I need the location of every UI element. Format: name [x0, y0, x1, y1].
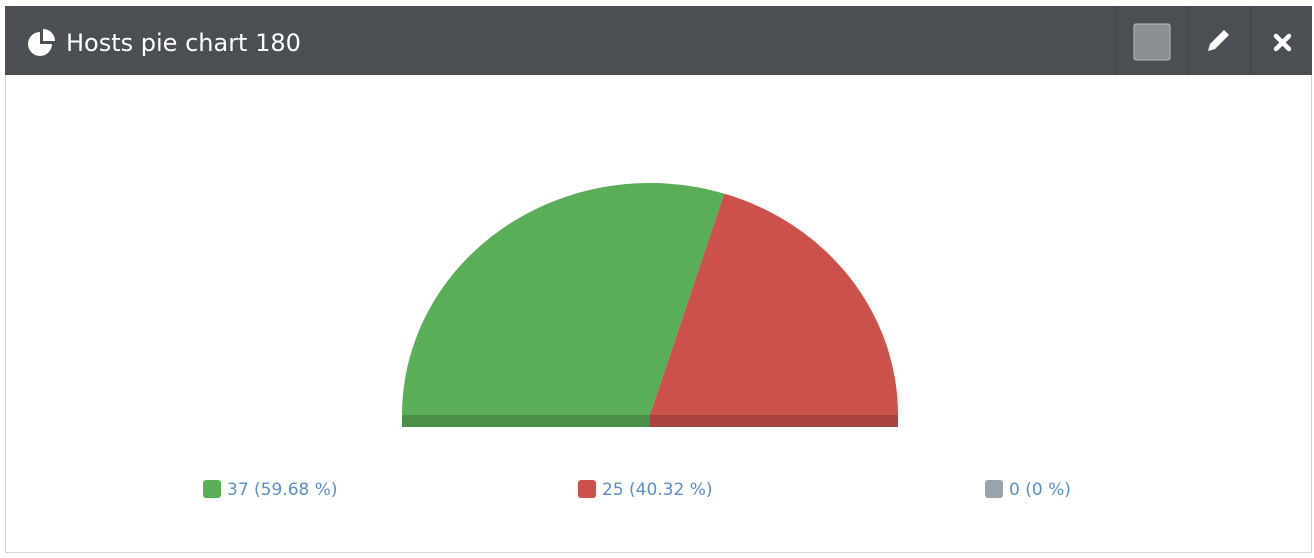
legend-label: 37 (59.68 %) [227, 480, 338, 500]
legend-swatch [985, 480, 1003, 498]
color-button[interactable] [1133, 23, 1171, 61]
legend-label: 0 (0 %) [1009, 480, 1071, 500]
pie-slice [402, 183, 725, 415]
widget-header [5, 6, 1312, 75]
close-button[interactable] [1273, 33, 1292, 52]
pie-depth [650, 413, 898, 427]
pie-icon [28, 29, 55, 56]
legend: 37 (59.68 %) 25 (40.32 %) 0 (0 %) [203, 480, 1071, 500]
widget-title: Hosts pie chart 180 [66, 29, 301, 57]
pie [402, 183, 898, 415]
legend-label: 25 (40.32 %) [602, 480, 713, 500]
pie-slice [650, 193, 898, 415]
edit-button[interactable] [1208, 30, 1229, 51]
pie-depth [402, 413, 650, 427]
legend-swatch [578, 480, 596, 498]
legend-swatch [203, 480, 221, 498]
